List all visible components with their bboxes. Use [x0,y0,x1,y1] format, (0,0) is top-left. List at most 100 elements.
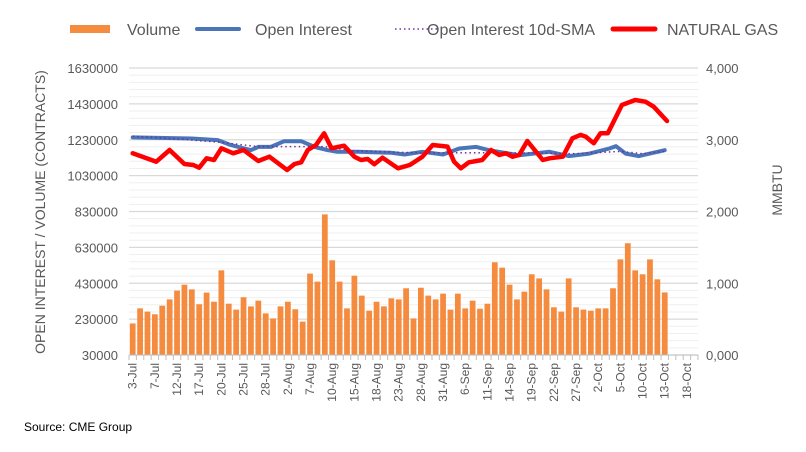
volume-bar [388,298,395,355]
volume-bar [321,214,328,355]
y-left-tick-label: 630000 [75,240,118,255]
volume-bar [151,314,158,355]
volume-bar [233,309,240,355]
volume-bar [558,311,565,355]
volume-bar [499,267,506,355]
volume-bar [454,293,461,355]
volume-bars [129,214,668,355]
volume-bar [166,299,173,355]
volume-bar [203,292,210,355]
volume-bar [477,308,483,355]
volume-bar [565,278,572,355]
x-tick-label: 7-Jul [148,363,162,389]
volume-bar [595,308,602,355]
legend-label: Open Interest 10d-SMA [427,22,595,39]
volume-bar [410,318,417,355]
y-left-tick-label: 1630000 [67,61,118,76]
y-left-tick-label: 1230000 [67,133,118,148]
volume-bar [188,289,195,355]
x-tick-label: 15-Aug [347,363,361,402]
volume-bar [211,301,217,355]
x-tick-label: 11-Sep [480,363,494,401]
volume-bar [654,279,661,355]
volume-bar [196,304,203,355]
x-tick-label: 31-Aug [436,363,450,402]
y-right-tick-label: 3,000 [706,133,739,148]
volume-bar [270,318,276,355]
volume-bar [506,284,513,355]
volume-bar [491,262,498,355]
volume-bar [447,309,454,355]
legend-swatch-volume [70,25,110,33]
volume-bar [144,311,151,355]
volume-bar [432,299,439,355]
open-interest-line [130,135,667,159]
y-left-tick-label: 830000 [75,205,118,220]
volume-bar [277,306,284,355]
volume-bar [462,308,469,355]
legend: Volume Open Interest Open Interest 10d-SMA… [70,22,778,39]
y-left-tick-label: 230000 [75,312,118,327]
x-tick-label: 5-Oct [613,362,627,392]
x-tick-label: 13-Oct [658,362,672,399]
volume-bar [314,281,321,355]
volume-bar [403,288,409,355]
x-tick-label: 14-Sep [503,363,517,402]
volume-bar [536,278,543,355]
volume-bar [661,292,668,355]
volume-bar [551,307,557,355]
volume-bar [647,259,653,355]
volume-bar [174,290,180,355]
volume-bar [381,306,387,355]
natural-gas-line [130,97,670,173]
x-tick-label: 18-Aug [370,363,384,402]
x-tick-label: 18-Oct [680,362,694,399]
y-left-tick-label: 1030000 [67,169,118,184]
volume-bar [218,270,225,355]
volume-bar [351,275,358,355]
volume-bar [299,321,306,355]
volume-bar [137,308,143,355]
volume-bar [366,310,373,355]
volume-bar [602,308,609,355]
volume-bar [514,299,520,355]
volume-bar [624,243,631,355]
x-tick-label: 27-Sep [569,363,583,402]
volume-bar [639,274,646,355]
open-interest-sma-line [132,135,665,155]
volume-bar [358,295,365,355]
x-tick-label: 20-Jul [214,363,228,396]
x-tick-label: 28-Jul [259,363,273,396]
volume-bar [129,323,136,355]
legend-label: Volume [127,22,180,39]
volume-bar [528,274,535,355]
volume-bar [262,313,269,355]
volume-bar [292,309,299,355]
x-tick-label: 3-Jul [126,363,140,389]
series-lines [130,97,670,173]
volume-bar [373,301,380,355]
volume-bar [484,303,491,355]
volume-bar [307,273,313,355]
volume-bar [580,309,587,355]
x-tick-label: 28-Aug [414,363,428,402]
x-tick-label: 22-Sep [547,363,561,402]
legend-label: NATURAL GAS [667,22,778,39]
axes: 30000 230000 430000 630000 830000 1030000 1230… [67,61,738,402]
x-tick-label: 10-Oct [636,362,650,399]
x-tick-label: 6-Sep [458,363,472,395]
x-tick-label: 7-Aug [303,363,317,395]
volume-bar [225,303,232,355]
volume-bar [336,281,343,355]
x-tick-label: 2-Aug [281,363,295,395]
volume-bar [469,300,476,355]
volume-bar [587,310,594,355]
y-right-tick-label: 1,000 [706,276,739,291]
y-right-tick-label: 0,000 [706,348,739,363]
legend-label: Open Interest [255,22,353,39]
y-axis-left-title: OPEN INTEREST / VOLUME (CONTRACTS) [32,70,48,354]
volume-bar [521,291,528,355]
volume-bar [418,287,424,355]
y-left-tick-label: 1430000 [67,97,118,112]
y-left-tick-label: 30000 [82,348,118,363]
